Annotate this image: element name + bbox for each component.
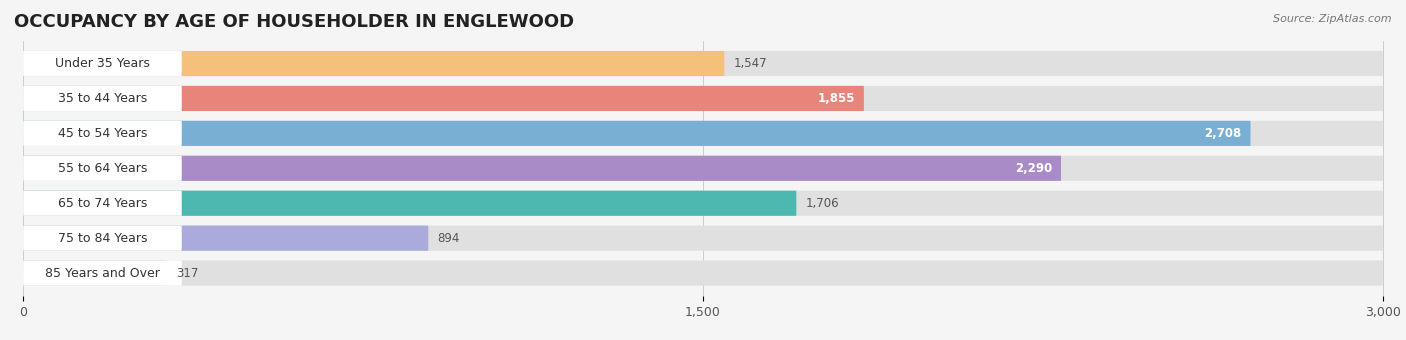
FancyBboxPatch shape <box>22 260 1384 286</box>
Text: 85 Years and Over: 85 Years and Over <box>45 267 160 279</box>
FancyBboxPatch shape <box>22 121 181 146</box>
Text: 317: 317 <box>176 267 198 279</box>
FancyBboxPatch shape <box>22 121 1250 146</box>
Text: 75 to 84 Years: 75 to 84 Years <box>58 232 148 245</box>
Text: Source: ZipAtlas.com: Source: ZipAtlas.com <box>1274 14 1392 23</box>
FancyBboxPatch shape <box>22 86 1384 111</box>
FancyBboxPatch shape <box>22 225 429 251</box>
FancyBboxPatch shape <box>22 191 181 216</box>
Text: Under 35 Years: Under 35 Years <box>55 57 150 70</box>
FancyBboxPatch shape <box>22 260 181 286</box>
Text: 2,708: 2,708 <box>1204 127 1241 140</box>
Text: 1,547: 1,547 <box>734 57 768 70</box>
FancyBboxPatch shape <box>22 156 1384 181</box>
FancyBboxPatch shape <box>22 121 1384 146</box>
FancyBboxPatch shape <box>22 191 796 216</box>
FancyBboxPatch shape <box>22 156 1062 181</box>
Text: 1,706: 1,706 <box>806 197 839 210</box>
FancyBboxPatch shape <box>22 51 724 76</box>
Text: 2,290: 2,290 <box>1015 162 1052 175</box>
FancyBboxPatch shape <box>22 225 1384 251</box>
FancyBboxPatch shape <box>22 191 1384 216</box>
FancyBboxPatch shape <box>22 86 181 111</box>
FancyBboxPatch shape <box>22 51 181 76</box>
Text: OCCUPANCY BY AGE OF HOUSEHOLDER IN ENGLEWOOD: OCCUPANCY BY AGE OF HOUSEHOLDER IN ENGLE… <box>14 13 574 31</box>
FancyBboxPatch shape <box>22 225 181 251</box>
FancyBboxPatch shape <box>22 156 181 181</box>
Text: 45 to 54 Years: 45 to 54 Years <box>58 127 148 140</box>
Text: 1,855: 1,855 <box>817 92 855 105</box>
Text: 55 to 64 Years: 55 to 64 Years <box>58 162 148 175</box>
FancyBboxPatch shape <box>22 51 1384 76</box>
Text: 65 to 74 Years: 65 to 74 Years <box>58 197 148 210</box>
FancyBboxPatch shape <box>22 86 863 111</box>
Text: 894: 894 <box>437 232 460 245</box>
Text: 35 to 44 Years: 35 to 44 Years <box>58 92 148 105</box>
FancyBboxPatch shape <box>22 260 167 286</box>
